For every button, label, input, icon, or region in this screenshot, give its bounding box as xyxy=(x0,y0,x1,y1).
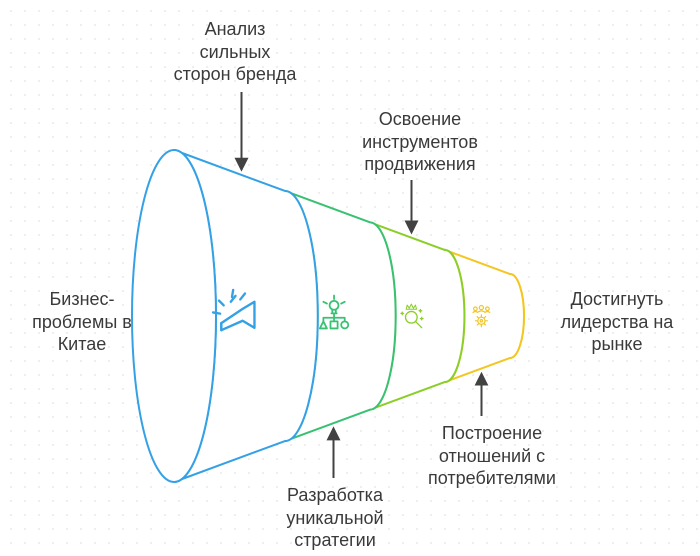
label-right: Достигнуть лидерства на рынке xyxy=(542,288,692,356)
funnel-diagram xyxy=(0,0,700,556)
label-left: Бизнес- проблемы в Китае xyxy=(22,288,142,356)
label-bottom-left: Разработка уникальной стратегии xyxy=(250,484,420,552)
label-top-right: Освоение инструментов продвижения xyxy=(325,108,515,176)
label-top-left: Анализ сильных сторон бренда xyxy=(150,18,320,86)
label-bottom-right: Построение отношений с потребителями xyxy=(402,422,582,490)
